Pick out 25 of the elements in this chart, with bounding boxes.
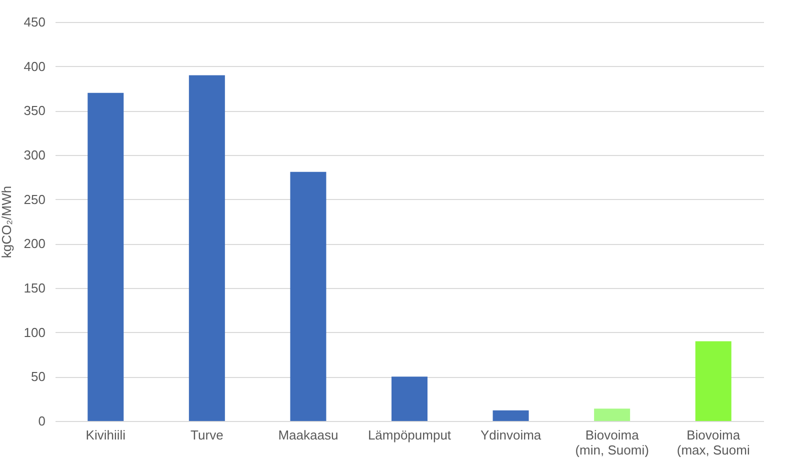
- x-tick-label: Lämpöpumput: [368, 428, 452, 442]
- y-tick-label: 400: [24, 58, 46, 74]
- bar: [492, 410, 529, 421]
- bar: [392, 376, 428, 421]
- y-axis-title: kgCO₂/MWh: [0, 186, 14, 258]
- y-tick-label: 200: [24, 236, 46, 252]
- y-tick-label: 50: [31, 369, 46, 384]
- bar: [290, 172, 326, 421]
- x-tick-label: Turve: [190, 428, 224, 442]
- x-tick-label: Ydinvoima: [480, 428, 542, 442]
- y-tick-label: 100: [24, 324, 46, 340]
- bar: [88, 92, 124, 421]
- bar: [594, 408, 630, 421]
- x-tick-label: Biovoima (min, Suomi): [575, 428, 649, 458]
- bar: [188, 75, 225, 421]
- x-tick-label: Maakaasu: [278, 428, 338, 442]
- x-tick-label: Kivihiili: [86, 428, 126, 442]
- y-tick-label: 300: [24, 148, 46, 162]
- y-tick-label: 450: [24, 14, 46, 30]
- x-tick-label: Biovoima (max, Suomi: [676, 428, 750, 458]
- y-tick-label: 350: [24, 103, 46, 118]
- bar: [695, 341, 732, 421]
- y-tick-label: 150: [24, 280, 46, 296]
- y-tick-label: 250: [24, 192, 46, 207]
- y-tick-label: 0: [38, 414, 46, 428]
